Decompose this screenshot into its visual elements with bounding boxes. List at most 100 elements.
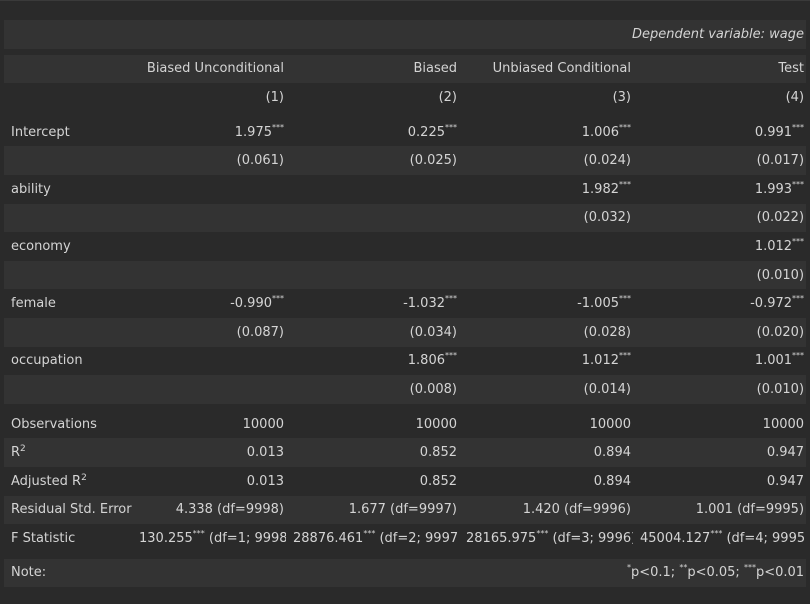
std-error-cell: (0.008) bbox=[286, 375, 459, 404]
stat-cell: 1.677 (df=9997) bbox=[286, 495, 459, 525]
column-header-row: Biased Unconditional Biased Unbiased Con… bbox=[4, 54, 807, 84]
std-error-cell: (0.010) bbox=[633, 375, 807, 404]
significance-legend: *p<0.1; **p<0.05; ***p<0.01 bbox=[132, 558, 807, 588]
row-label: F Statistic bbox=[4, 524, 132, 553]
std-error-cell: (0.087) bbox=[132, 317, 286, 347]
stat-cell: 10000 bbox=[132, 409, 286, 439]
std-error-row: (0.008) (0.014) (0.010) bbox=[4, 375, 807, 404]
std-error-cell: (0.061) bbox=[132, 146, 286, 175]
row-label: Observations bbox=[4, 409, 132, 439]
coefficient-cell bbox=[286, 174, 459, 204]
stat-cell: 1.420 (df=9996) bbox=[459, 495, 633, 525]
coefficient-cell bbox=[132, 346, 286, 376]
column-number: (1) bbox=[132, 83, 286, 112]
stat-cell: 0.894 bbox=[459, 438, 633, 467]
std-error-cell bbox=[132, 375, 286, 404]
variable-name: economy bbox=[4, 232, 132, 261]
std-error-cell: (0.010) bbox=[633, 260, 807, 290]
std-error-cell bbox=[286, 203, 459, 233]
row-label: R2 bbox=[4, 438, 132, 467]
stat-cell: 0.894 bbox=[459, 466, 633, 496]
row-label: Adjusted R2 bbox=[4, 466, 132, 496]
std-error-cell bbox=[286, 260, 459, 290]
observations-row: Observations 10000 10000 10000 10000 bbox=[4, 409, 807, 439]
stat-cell: 10000 bbox=[459, 409, 633, 439]
coefficient-cell: -1.005*** bbox=[459, 289, 633, 318]
stat-cell: 10000 bbox=[633, 409, 807, 439]
adjusted-r-squared-row: Adjusted R2 0.013 0.852 0.894 0.947 bbox=[4, 466, 807, 496]
coefficient-cell: 1.006*** bbox=[459, 117, 633, 147]
coefficient-cell bbox=[132, 232, 286, 261]
coefficient-row: ability 1.982*** 1.993*** bbox=[4, 174, 807, 204]
std-error-cell bbox=[132, 260, 286, 290]
coefficient-cell: 1.012*** bbox=[633, 232, 807, 261]
coefficient-cell: 1.975*** bbox=[132, 117, 286, 147]
column-number: (2) bbox=[286, 83, 459, 112]
column-number-row: (1) (2) (3) (4) bbox=[4, 83, 807, 112]
column-header: Biased Unconditional bbox=[132, 54, 286, 84]
std-error-cell: (0.017) bbox=[633, 146, 807, 175]
std-error-cell: (0.020) bbox=[633, 317, 807, 347]
coefficient-cell bbox=[286, 232, 459, 261]
std-error-row: (0.061) (0.025) (0.024) (0.017) bbox=[4, 146, 807, 175]
note-row: Note: *p<0.1; **p<0.05; ***p<0.01 bbox=[4, 558, 807, 588]
note-label: Note: bbox=[4, 558, 132, 588]
std-error-cell: (0.028) bbox=[459, 317, 633, 347]
stat-cell: 0.013 bbox=[132, 438, 286, 467]
stat-cell: 10000 bbox=[286, 409, 459, 439]
std-error-row: (0.087) (0.034) (0.028) (0.020) bbox=[4, 317, 807, 347]
regression-table: Dependent variable: wage Biased Uncondit… bbox=[4, 20, 807, 588]
stat-cell: 1.001 (df=9995) bbox=[633, 495, 807, 525]
coefficient-cell: -0.990*** bbox=[132, 289, 286, 318]
variable-name: ability bbox=[4, 174, 132, 204]
std-error-cell: (0.022) bbox=[633, 203, 807, 233]
row-label: Residual Std. Error bbox=[4, 495, 132, 525]
std-error-row: (0.010) bbox=[4, 260, 807, 290]
variable-name: Intercept bbox=[4, 117, 132, 147]
stat-cell: 28876.461*** (df=2; 9997) bbox=[286, 524, 459, 553]
coefficient-row: female -0.990*** -1.032*** -1.005*** -0.972*… bbox=[4, 289, 807, 318]
stat-cell: 0.947 bbox=[633, 466, 807, 496]
coefficient-cell: 1.806*** bbox=[286, 346, 459, 376]
stat-cell: 45004.127*** (df=4; 9995) bbox=[633, 524, 807, 553]
std-error-cell: (0.024) bbox=[459, 146, 633, 175]
coefficient-cell: 1.993*** bbox=[633, 174, 807, 204]
std-error-cell bbox=[132, 203, 286, 233]
std-error-cell bbox=[459, 260, 633, 290]
dependent-variable-row: Dependent variable: wage bbox=[4, 20, 807, 49]
std-error-cell: (0.025) bbox=[286, 146, 459, 175]
coefficient-cell bbox=[132, 174, 286, 204]
column-number: (3) bbox=[459, 83, 633, 112]
column-header: Unbiased Conditional bbox=[459, 54, 633, 84]
coefficient-cell: 1.982*** bbox=[459, 174, 633, 204]
coefficient-cell: -0.972*** bbox=[633, 289, 807, 318]
coefficient-cell: 1.001*** bbox=[633, 346, 807, 376]
f-statistic-row: F Statistic 130.255*** (df=1; 9998) 2887… bbox=[4, 524, 807, 553]
stat-cell: 130.255*** (df=1; 9998) bbox=[132, 524, 286, 553]
std-error-cell: (0.032) bbox=[459, 203, 633, 233]
stat-cell: 0.852 bbox=[286, 438, 459, 467]
dependent-variable-label: Dependent variable: wage bbox=[132, 20, 807, 49]
coefficient-cell: -1.032*** bbox=[286, 289, 459, 318]
coefficient-section: Intercept 1.975*** 0.225*** 1.006*** 0.991**… bbox=[4, 117, 807, 404]
column-number: (4) bbox=[633, 83, 807, 112]
coefficient-row: Intercept 1.975*** 0.225*** 1.006*** 0.991**… bbox=[4, 117, 807, 147]
stat-cell: 28165.975*** (df=3; 9996) bbox=[459, 524, 633, 553]
stat-cell: 0.947 bbox=[633, 438, 807, 467]
coefficient-row: economy 1.012*** bbox=[4, 232, 807, 261]
residual-std-error-row: Residual Std. Error 4.338 (df=9998) 1.67… bbox=[4, 495, 807, 525]
coefficient-row: occupation 1.806*** 1.012*** 1.001*** bbox=[4, 346, 807, 376]
std-error-cell: (0.034) bbox=[286, 317, 459, 347]
variable-name: female bbox=[4, 289, 132, 318]
std-error-cell: (0.014) bbox=[459, 375, 633, 404]
column-header: Test bbox=[633, 54, 807, 84]
coefficient-cell: 0.225*** bbox=[286, 117, 459, 147]
coefficient-cell: 0.991*** bbox=[633, 117, 807, 147]
coefficient-cell: 1.012*** bbox=[459, 346, 633, 376]
column-header: Biased bbox=[286, 54, 459, 84]
stat-cell: 0.013 bbox=[132, 466, 286, 496]
coefficient-cell bbox=[459, 232, 633, 261]
r-squared-row: R2 0.013 0.852 0.894 0.947 bbox=[4, 438, 807, 467]
stat-cell: 4.338 (df=9998) bbox=[132, 495, 286, 525]
